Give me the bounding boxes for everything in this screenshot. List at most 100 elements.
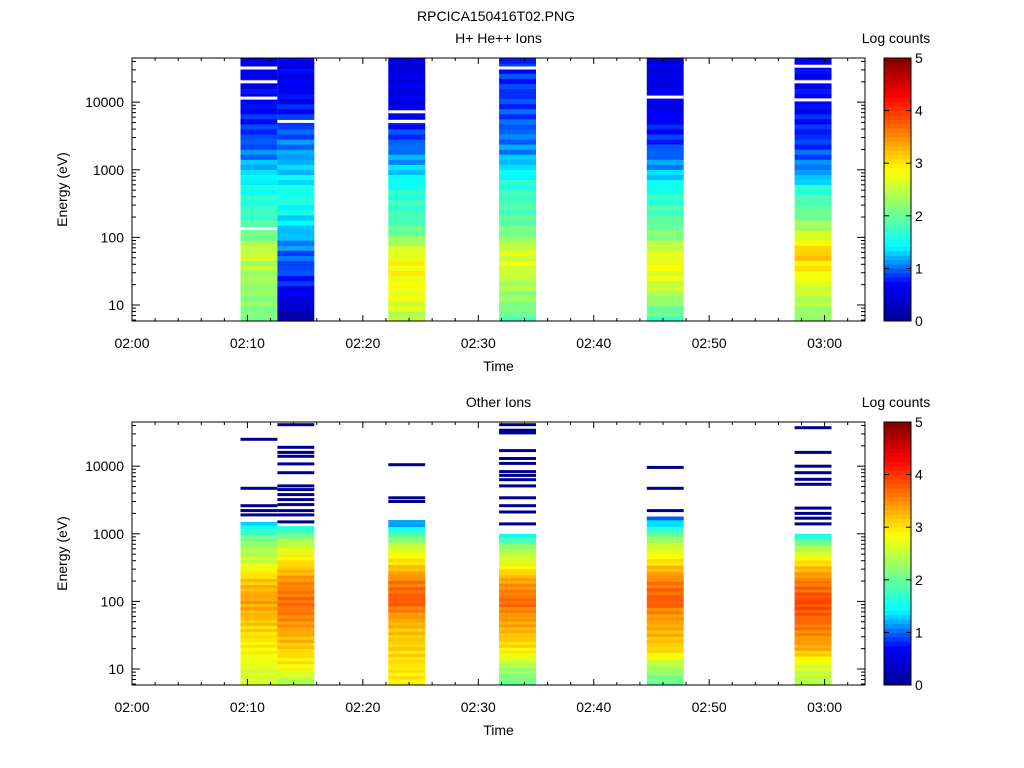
heatmap-cell xyxy=(388,250,426,256)
heatmap-cell xyxy=(240,63,278,69)
count-line xyxy=(388,500,426,503)
heatmap-cell xyxy=(794,664,832,669)
heatmap-cell xyxy=(277,290,315,297)
heatmap-cell xyxy=(499,641,536,645)
colorbar-swatch xyxy=(884,557,911,563)
heatmap-cell xyxy=(794,661,832,666)
heatmap-cell xyxy=(277,578,315,582)
heatmap-cell xyxy=(499,133,536,140)
heatmap-cell xyxy=(240,189,278,196)
heatmap-cell xyxy=(277,63,315,69)
colorbar-swatch xyxy=(884,255,911,261)
heatmap-cell xyxy=(240,568,278,573)
colorbar-tick-label: 1 xyxy=(915,624,923,640)
heatmap-cell xyxy=(794,658,832,663)
heatmap-cell xyxy=(499,224,536,231)
heatmap-cell xyxy=(794,103,832,110)
heatmap-cell xyxy=(646,639,684,644)
colorbar-frame xyxy=(883,57,912,322)
heatmap-cell xyxy=(499,108,536,115)
heatmap-cell xyxy=(646,529,684,534)
heatmap-cell xyxy=(277,681,315,686)
heatmap-cell xyxy=(388,138,426,145)
heatmap-cell xyxy=(388,666,426,670)
colorbar-swatch xyxy=(884,294,911,300)
colorbar-label: Log counts xyxy=(862,394,931,410)
colorbar-swatch xyxy=(884,316,911,322)
heatmap-cell xyxy=(388,123,426,130)
heatmap-cell xyxy=(794,583,832,587)
heatmap-cell xyxy=(646,668,684,673)
heatmap-cell xyxy=(646,516,684,521)
count-line xyxy=(499,510,536,514)
colorbar-swatch xyxy=(884,658,911,664)
colorbar-swatch xyxy=(884,422,911,427)
heatmap-cell xyxy=(499,536,536,541)
heatmap-cell xyxy=(277,529,315,533)
heatmap-cell xyxy=(240,108,278,115)
heatmap-cell xyxy=(794,194,832,201)
heatmap-cell xyxy=(388,78,426,84)
count-line xyxy=(277,513,315,517)
heatmap-cell xyxy=(794,154,832,160)
heatmap-cell xyxy=(277,184,315,191)
colorbar-swatch xyxy=(884,553,911,559)
heatmap-cell xyxy=(794,184,832,191)
heatmap-cell xyxy=(499,245,536,251)
heatmap-cell xyxy=(794,568,832,573)
y-tick-label: 10000 xyxy=(85,94,124,110)
heatmap-cell xyxy=(794,310,832,317)
count-line xyxy=(794,511,832,515)
colorbar-swatch xyxy=(884,114,911,120)
heatmap-cell xyxy=(388,194,426,201)
heatmap-cell xyxy=(277,73,315,79)
heatmap-cell xyxy=(646,68,684,74)
heatmap-cell xyxy=(794,68,832,74)
heatmap-cell xyxy=(240,612,278,617)
colorbar-swatch xyxy=(884,277,911,283)
heatmap-cell xyxy=(499,300,536,307)
colorbar-swatch xyxy=(884,62,911,68)
heatmap-cell xyxy=(646,555,684,560)
colorbar-swatch xyxy=(884,562,911,568)
colorbar-swatch xyxy=(884,535,911,541)
heatmap-cell xyxy=(646,539,684,543)
y-axis-label: Energy (eV) xyxy=(54,516,70,591)
heatmap-cell xyxy=(388,672,426,677)
data-column xyxy=(646,58,684,322)
heatmap-cell xyxy=(277,123,315,130)
count-line xyxy=(277,445,315,449)
heatmap-cell xyxy=(499,154,536,160)
colorbar-swatch xyxy=(884,426,911,432)
heatmap-cell xyxy=(499,557,536,561)
heatmap-cell xyxy=(277,593,315,597)
data-gap-line xyxy=(388,110,426,114)
count-line xyxy=(240,513,278,517)
count-line xyxy=(277,484,315,488)
heatmap-cell xyxy=(388,209,426,216)
heatmap-cell xyxy=(240,214,278,221)
heatmap-cell xyxy=(240,209,278,216)
colorbar-swatch xyxy=(884,136,911,142)
colorbar-swatch xyxy=(884,268,911,274)
colorbar-swatch xyxy=(884,671,911,677)
heatmap-cell xyxy=(646,315,684,322)
heatmap-cell xyxy=(277,584,315,588)
heatmap-cell xyxy=(646,649,684,654)
heatmap-cell xyxy=(499,285,536,292)
heatmap-cell xyxy=(388,98,426,105)
count-line xyxy=(240,504,278,508)
heatmap-cell xyxy=(388,174,426,180)
heatmap-cell xyxy=(277,553,315,558)
heatmap-cell xyxy=(388,240,426,246)
colorbar-tick-label: 1 xyxy=(915,260,923,276)
heatmap-cell xyxy=(388,230,426,236)
heatmap-cell xyxy=(794,123,832,130)
heatmap-cell xyxy=(277,164,315,170)
heatmap-cell xyxy=(499,270,536,277)
colorbar-swatch xyxy=(884,141,911,147)
heatmap-cell xyxy=(499,315,536,322)
heatmap-cell xyxy=(794,265,832,272)
heatmap-cell xyxy=(277,58,315,64)
count-line xyxy=(646,465,684,469)
